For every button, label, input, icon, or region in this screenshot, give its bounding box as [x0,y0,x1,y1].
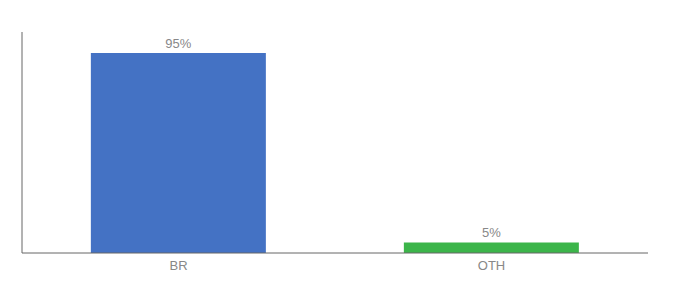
svg-text:5%: 5% [482,225,501,240]
svg-text:95%: 95% [165,36,191,51]
svg-text:OTH: OTH [478,258,505,273]
svg-text:BR: BR [169,258,187,273]
